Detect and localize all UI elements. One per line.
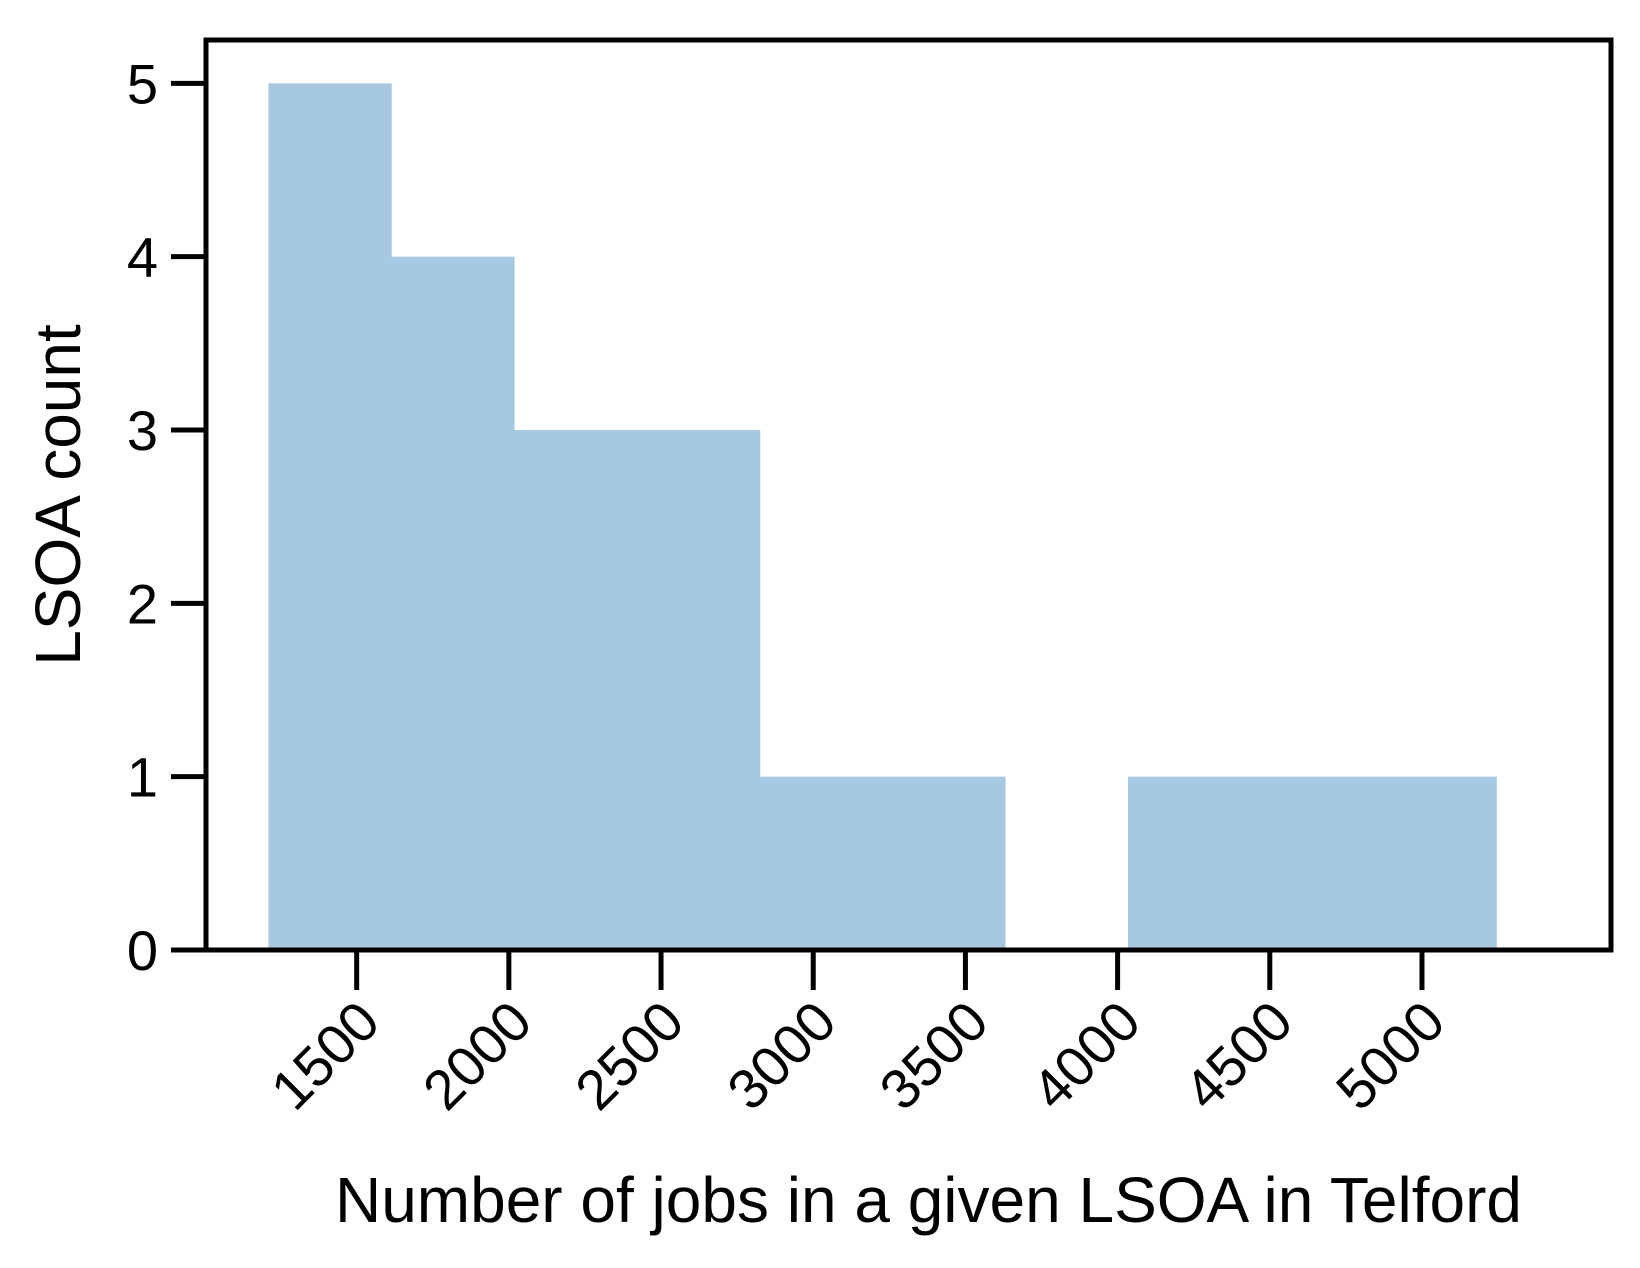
histogram-bar-0 xyxy=(268,83,392,951)
x-axis-ticks: 1500 2000 2500 3000 3500 4000 4500 5000 xyxy=(259,950,1457,1122)
x-tick-label-4000: 4000 xyxy=(1019,989,1152,1122)
y-tick-label-3: 3 xyxy=(127,399,158,462)
y-tick-label-4: 4 xyxy=(127,226,158,289)
y-tick-label-0: 0 xyxy=(127,919,158,982)
x-tick-label-1500: 1500 xyxy=(259,989,392,1122)
x-tick-label-2500: 2500 xyxy=(563,989,696,1122)
histogram-bar-3 xyxy=(636,430,761,950)
x-tick-label-5000: 5000 xyxy=(1324,989,1457,1122)
histogram-bar-5 xyxy=(882,776,1006,950)
plot-frame xyxy=(203,37,1614,953)
histogram-bar-7 xyxy=(1127,776,1252,950)
y-tick-label-1: 1 xyxy=(127,746,158,809)
histogram-bars xyxy=(268,83,1497,951)
x-axis-label: Number of jobs in a given LSOA in Telfor… xyxy=(335,1164,1522,1236)
histogram-bar-2 xyxy=(514,430,638,950)
histogram-bar-4 xyxy=(759,776,883,950)
y-axis-ticks: 0 1 2 3 4 5 xyxy=(127,52,206,982)
x-tick-label-3500: 3500 xyxy=(867,989,1000,1122)
x-tick-label-3000: 3000 xyxy=(715,989,848,1122)
x-tick-label-2000: 2000 xyxy=(411,989,544,1122)
histogram-bar-8 xyxy=(1250,776,1375,950)
y-tick-label-5: 5 xyxy=(127,52,158,115)
histogram-bar-1 xyxy=(391,256,515,951)
x-tick-label-4500: 4500 xyxy=(1172,989,1305,1122)
histogram-bar-9 xyxy=(1373,776,1497,950)
y-tick-label-2: 2 xyxy=(127,572,158,635)
y-axis-label: LSOA count xyxy=(22,324,94,666)
